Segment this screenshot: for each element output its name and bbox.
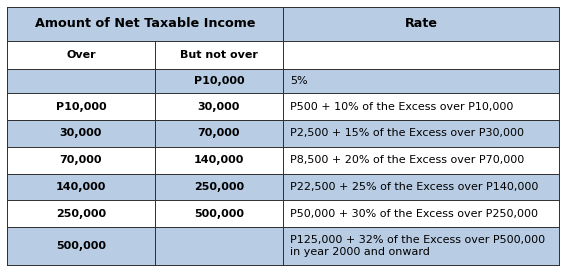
Bar (283, 69, 559, 93)
Text: P10,000: P10,000 (55, 102, 106, 112)
Bar (283, 200, 559, 227)
Text: 140,000: 140,000 (194, 155, 244, 165)
Text: 250,000: 250,000 (194, 182, 244, 192)
Bar (7, 147, 155, 174)
Bar (7, 69, 155, 93)
Text: 250,000: 250,000 (56, 209, 106, 219)
Bar (7, 227, 155, 265)
Bar (283, 174, 559, 200)
Bar (155, 174, 283, 200)
Bar (7, 7, 283, 41)
Text: Over: Over (66, 50, 96, 60)
Text: P50,000 + 30% of the Excess over P250,000: P50,000 + 30% of the Excess over P250,00… (290, 209, 538, 219)
Bar (155, 69, 283, 93)
Text: 5%: 5% (290, 76, 307, 86)
Text: P2,500 + 15% of the Excess over P30,000: P2,500 + 15% of the Excess over P30,000 (290, 128, 524, 138)
Text: P500 + 10% of the Excess over P10,000: P500 + 10% of the Excess over P10,000 (290, 102, 513, 112)
Bar (155, 227, 283, 265)
Bar (7, 93, 155, 120)
Text: 70,000: 70,000 (59, 155, 102, 165)
Text: 500,000: 500,000 (194, 209, 244, 219)
Text: But not over: But not over (180, 50, 258, 60)
Bar (7, 174, 155, 200)
Bar (155, 93, 283, 120)
Text: 30,000: 30,000 (198, 102, 240, 112)
Bar (7, 41, 155, 69)
Text: 500,000: 500,000 (56, 241, 106, 251)
Text: 30,000: 30,000 (59, 128, 102, 138)
Bar (7, 200, 155, 227)
Bar (283, 41, 559, 69)
Bar (155, 41, 283, 69)
Text: P10,000: P10,000 (194, 76, 245, 86)
Text: 70,000: 70,000 (198, 128, 240, 138)
Text: Rate: Rate (405, 17, 438, 30)
Bar (155, 147, 283, 174)
Bar (283, 7, 559, 41)
Bar (283, 227, 559, 265)
Text: P22,500 + 25% of the Excess over P140,000: P22,500 + 25% of the Excess over P140,00… (290, 182, 538, 192)
Text: P8,500 + 20% of the Excess over P70,000: P8,500 + 20% of the Excess over P70,000 (290, 155, 524, 165)
Bar (283, 147, 559, 174)
Text: Amount of Net Taxable Income: Amount of Net Taxable Income (35, 17, 255, 30)
Bar (155, 120, 283, 147)
Bar (155, 200, 283, 227)
Text: 140,000: 140,000 (55, 182, 106, 192)
Text: P125,000 + 32% of the Excess over P500,000
in year 2000 and onward: P125,000 + 32% of the Excess over P500,0… (290, 235, 545, 257)
Bar (283, 120, 559, 147)
Bar (7, 120, 155, 147)
Bar (283, 93, 559, 120)
